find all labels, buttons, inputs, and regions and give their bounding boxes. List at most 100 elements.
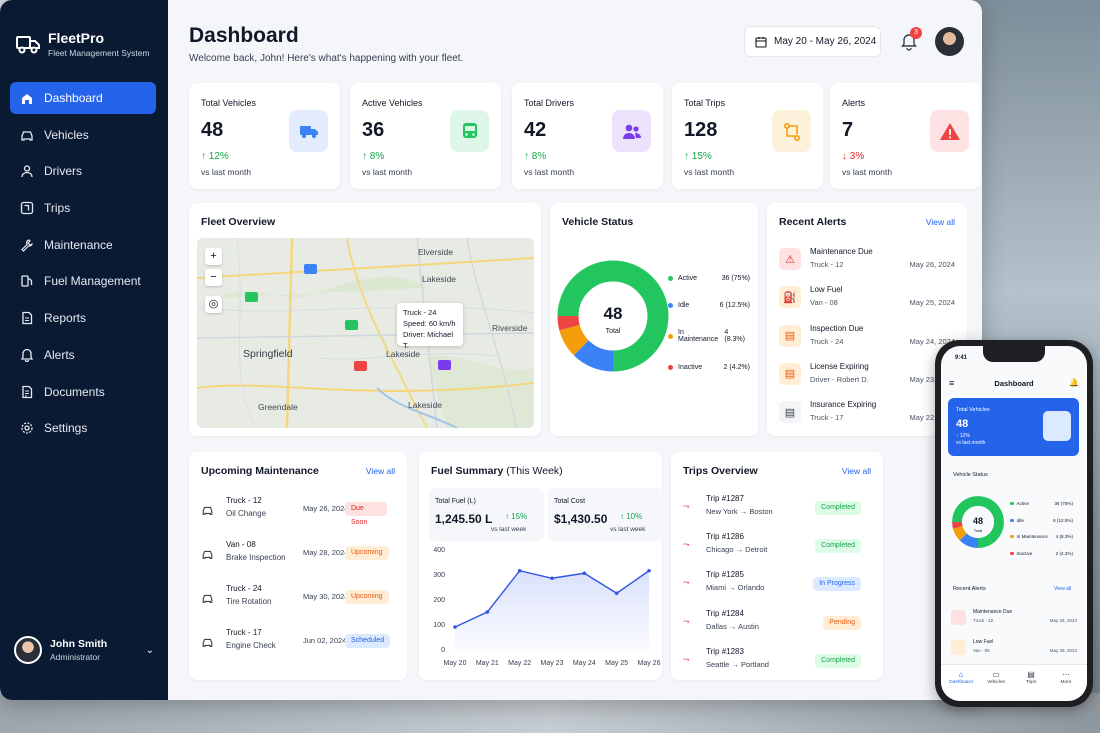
app-subtitle: Fleet Management System — [48, 48, 150, 58]
alert-title: Inspection Due — [810, 323, 864, 333]
mobile-tab-more[interactable]: ⋯ More — [1050, 670, 1082, 685]
mobile-total-vehicles-card[interactable]: Total Vehicles 48 ↑ 12% vs last month — [948, 398, 1079, 456]
stat-card-total-drivers[interactable]: Total Drivers 42 ↑ 8% vs last month — [512, 83, 663, 189]
status-badge: Completed — [815, 653, 861, 668]
route-icon: ⤳ — [683, 540, 690, 550]
legend-label: Inactive — [1016, 551, 1033, 556]
stat-compare: vs last month — [524, 167, 575, 177]
x-tick-label: May 26 — [637, 660, 661, 667]
alert-subject: Truck - 17 — [810, 413, 844, 423]
alert-date: May 24, 2024 — [909, 336, 955, 346]
stat-card-active-vehicles[interactable]: Active Vehicles 36 ↑ 8% vs last month — [350, 83, 501, 189]
alert-item[interactable]: ▤ Inspection Due Truck - 24 May 24, 2024 — [779, 323, 955, 353]
stat-change: ↑ 15% — [684, 151, 712, 162]
stat-compare: vs last month — [201, 167, 252, 177]
date-range-picker[interactable]: May 20 - May 26, 2024 — [744, 26, 881, 57]
mobile-tab-vehicles[interactable]: ▭ Vehicles — [980, 670, 1012, 685]
mobile-bell-icon[interactable]: 🔔 — [1069, 378, 1079, 387]
vehicle-marker[interactable] — [345, 320, 358, 330]
donut-slice-in-maintenance — [559, 324, 589, 356]
trip-item[interactable]: ⤳ Trip #1284 Dallas → Austin Pending — [683, 609, 873, 639]
mobile-tab-dashboard[interactable]: ⌂ Dashboard — [945, 670, 977, 685]
sidebar-item-documents[interactable]: Documents — [10, 376, 156, 408]
donut-slice-active — [557, 260, 669, 372]
stat-label: Active Vehicles — [362, 98, 423, 108]
stat-card-total-trips[interactable]: Total Trips 128 ↑ 15% vs last month — [672, 83, 823, 189]
zoom-out-button[interactable]: − — [205, 269, 222, 286]
status-badge: Upcoming — [345, 546, 389, 560]
sidebar-item-drivers[interactable]: Drivers — [10, 155, 156, 187]
status-badge: In Progress — [813, 577, 861, 592]
stat-card-alerts[interactable]: Alerts 7 ↓ 3% vs last month — [830, 83, 981, 189]
hamburger-menu-icon[interactable]: ≡ — [949, 378, 955, 388]
maintenance-item[interactable]: Van - 08 Brake Inspection May 28, 2024 Upco… — [201, 539, 389, 575]
total-fuel-change-value: 15% — [511, 512, 528, 521]
stat-change-value: 12% — [208, 151, 229, 162]
sidebar-item-alerts[interactable]: Alerts — [10, 339, 156, 371]
alert-item[interactable]: ⚠ Maintenance Due Truck - 12 May 26, 2024 — [779, 246, 955, 276]
stat-icon-box — [612, 110, 651, 152]
vehicle-marker[interactable] — [354, 361, 367, 371]
alert-item[interactable]: ⛽ Low Fuel Van - 08 May 25, 2024 — [779, 284, 955, 314]
mobile-tab-trips[interactable]: ▤ Trips — [1015, 670, 1047, 685]
legend-dot — [668, 333, 673, 339]
mobile-screen: 9:41 ≡ Dashboard 🔔 Total Vehicles 48 ↑ 1… — [941, 346, 1087, 701]
car-glyph — [202, 638, 213, 647]
sidebar-item-label: Dashboard — [44, 91, 103, 105]
zoom-in-button[interactable]: + — [205, 248, 222, 265]
stat-compare: vs last month — [842, 167, 893, 177]
fuel-point — [485, 610, 490, 614]
trips-view-all-link[interactable]: View all — [841, 466, 871, 476]
sidebar-item-fuel-management[interactable]: Fuel Management — [10, 265, 156, 297]
trip-item[interactable]: ⤳ Trip #1286 Chicago → Detroit Completed — [683, 532, 873, 562]
mobile-donut-slice-in-maintenance — [952, 525, 967, 541]
mobile-alert-item[interactable]: Low Fuel Van - 08 May 25, 2024 — [951, 638, 1077, 660]
maintenance-item[interactable]: Truck - 17 Engine Check Jun 02, 2024 Schedu… — [201, 627, 391, 663]
vehicle-marker[interactable] — [438, 360, 451, 370]
desktop-app: FleetPro Fleet Management System Dashboa… — [0, 0, 982, 700]
vehicle-marker[interactable] — [304, 264, 317, 274]
vehicle-marker[interactable] — [245, 292, 258, 302]
locate-button[interactable]: ◎ — [205, 296, 222, 313]
mobile-view-all-link[interactable]: View all — [1054, 586, 1072, 592]
sidebar-item-settings[interactable]: Settings — [10, 412, 156, 444]
tooltip-title: Truck - 24 — [403, 308, 437, 317]
maintenance-item[interactable]: Truck - 24 Tire Rotation May 30, 2024 Upcom… — [201, 583, 389, 619]
trip-item[interactable]: ⤳ Trip #1285 Miami → Orlando In Progress — [683, 570, 873, 600]
stat-value: 36 — [362, 119, 385, 141]
maintenance-item[interactable]: Truck - 12 Oil Change May 26, 2024 Due Soon — [201, 495, 387, 531]
legend-value: 36 (75%) — [1054, 501, 1073, 506]
sidebar-item-maintenance[interactable]: Maintenance — [10, 229, 156, 261]
trip-item[interactable]: ⤳ Trip #1287 New York → Boston Completed — [683, 494, 873, 524]
more-icon: ⋯ — [1062, 670, 1070, 679]
user-profile[interactable]: John Smith Administrator ⌄ — [14, 636, 154, 664]
sidebar-item-trips[interactable]: Trips — [10, 192, 156, 224]
maintenance-task: Engine Check — [226, 641, 276, 650]
legend-dot — [668, 365, 673, 370]
legend-value: 36 (75%) — [721, 275, 750, 282]
alerts-view-all-link[interactable]: View all — [925, 217, 955, 227]
trip-item[interactable]: ⤳ Trip #1283 Seattle → Portland Completed — [683, 647, 873, 677]
sidebar-item-vehicles[interactable]: Vehicles — [10, 119, 156, 151]
mobile-alert-item[interactable]: Maintenance Due Truck - 12 May 26, 2024 — [951, 608, 1077, 630]
trip-route: Dallas → Austin — [706, 621, 759, 631]
sidebar-item-dashboard[interactable]: Dashboard — [10, 82, 156, 114]
stat-card-total-vehicles[interactable]: Total Vehicles 48 ↑ 12% vs last month — [189, 83, 340, 189]
maintenance-view-all-link[interactable]: View all — [365, 466, 395, 476]
donut-total: 48 — [603, 304, 623, 323]
car-icon: ▭ — [992, 670, 1000, 679]
sidebar-item-reports[interactable]: Reports — [10, 302, 156, 334]
fuel-chart: 0 100 200 300 400 May 20 May 21 May 22 May 23 May… — [419, 542, 662, 672]
header-avatar[interactable] — [935, 27, 964, 56]
y-tick-label: 400 — [433, 547, 445, 554]
bell-icon — [20, 348, 34, 362]
maintenance-task: Brake Inspection — [226, 553, 286, 562]
alert-item[interactable]: ▤ License Expiring Driver - Robert D. May 2… — [779, 361, 955, 391]
chevron-down-icon[interactable]: ⌄ — [145, 644, 154, 656]
document-icon: ▤ — [779, 362, 801, 385]
home-icon: ⌂ — [958, 670, 964, 679]
fleet-map[interactable]: + − ◎ Elverside Lakeside Springfield Riv… — [197, 238, 534, 428]
alert-item[interactable]: ▤ Insurance Expiring Truck - 17 May 22, 202… — [779, 399, 955, 429]
warning-icon — [939, 123, 960, 140]
mobile-status-donut — [952, 496, 1004, 548]
